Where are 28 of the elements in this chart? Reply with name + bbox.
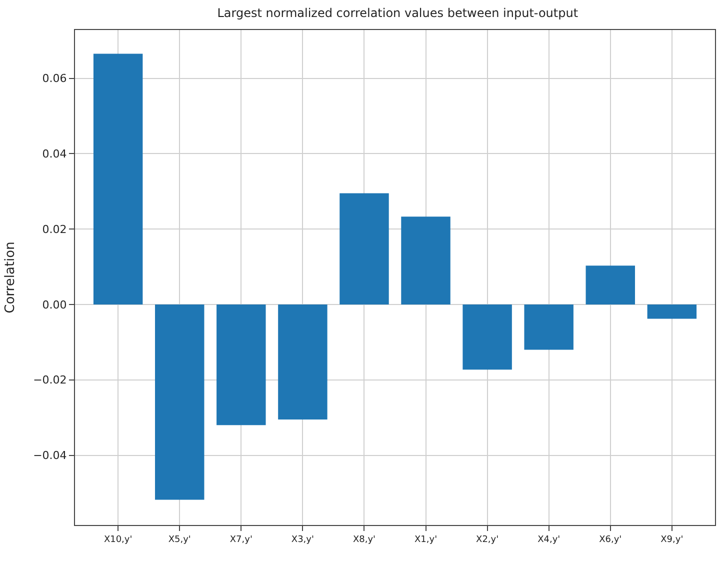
bar bbox=[216, 304, 266, 426]
bar bbox=[647, 304, 697, 319]
bar bbox=[586, 266, 635, 304]
bar bbox=[401, 216, 450, 304]
x-tick-label: X9,y' bbox=[660, 534, 684, 545]
bar bbox=[155, 304, 204, 500]
x-tick-label: X3,y' bbox=[291, 534, 314, 545]
y-tick-label: 0.06 bbox=[42, 72, 67, 86]
x-tick-label: X6,y' bbox=[599, 534, 622, 545]
bar bbox=[524, 304, 574, 350]
y-tick-label: −0.02 bbox=[33, 374, 67, 387]
x-tick-label: X2,y' bbox=[476, 534, 499, 545]
bar bbox=[340, 193, 389, 304]
x-tick-label: X7,y' bbox=[230, 534, 252, 545]
bar bbox=[462, 304, 512, 370]
y-tick-label: 0.04 bbox=[42, 148, 67, 161]
x-tick-label: X10,y' bbox=[104, 534, 132, 545]
y-axis-title: Correlation bbox=[3, 242, 18, 314]
x-tick-label: X1,y' bbox=[414, 534, 438, 545]
bar bbox=[278, 304, 328, 420]
x-tick-label: X5,y' bbox=[168, 534, 191, 545]
bar bbox=[93, 54, 143, 304]
y-tick-label: −0.04 bbox=[33, 449, 67, 462]
chart-title: Largest normalized correlation values between input-output bbox=[217, 6, 578, 20]
y-tick-label: 0.00 bbox=[42, 298, 67, 312]
x-tick-label: X8,y' bbox=[352, 534, 376, 545]
y-tick-label: 0.02 bbox=[42, 222, 67, 236]
x-tick-label: X4,y' bbox=[538, 534, 560, 545]
